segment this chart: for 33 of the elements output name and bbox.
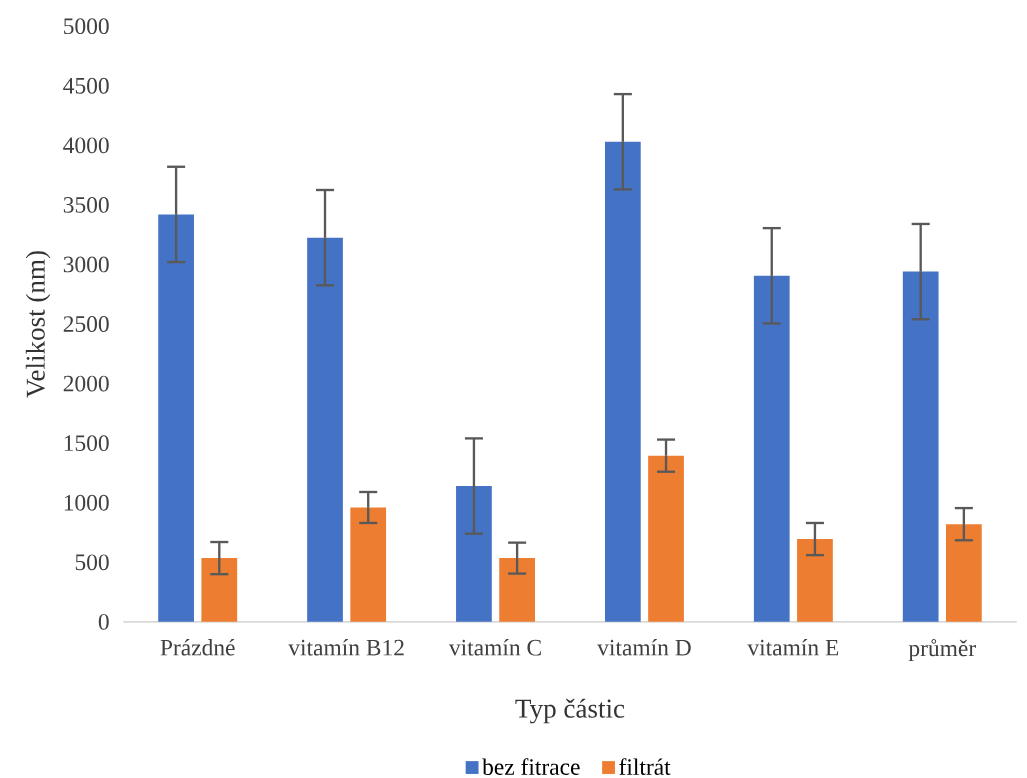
y-tick-label: 4500	[63, 77, 109, 94]
x-tick-label: vitamín D	[597, 639, 691, 656]
y-tick-label: 2500	[63, 316, 109, 332]
y-tick-label: 3000	[63, 256, 109, 273]
y-tick-label: 0	[98, 613, 109, 630]
bar	[648, 455, 684, 622]
bar	[350, 507, 387, 622]
y-axis-title: Velikost (nm)	[25, 251, 51, 398]
y-tick-label: 1000	[64, 494, 109, 511]
legend-label: filtrát	[619, 758, 671, 775]
bar	[307, 237, 343, 622]
x-axis-title: Typ částic	[515, 698, 625, 724]
x-tick-label: vitamín E	[747, 639, 839, 656]
y-tick-label: 5000	[64, 18, 109, 35]
bar	[456, 486, 492, 622]
y-tick-label: 3500	[63, 197, 109, 213]
y-tick-label: 4000	[63, 137, 109, 154]
bar	[604, 141, 641, 622]
x-tick-label: průměr	[908, 639, 976, 662]
bar	[158, 214, 194, 622]
y-tick-label: 2000	[63, 375, 109, 392]
y-tick-label: 500	[75, 554, 109, 571]
bar	[201, 558, 238, 622]
bar	[902, 271, 939, 622]
bar	[945, 524, 982, 622]
bar	[753, 275, 790, 622]
y-tick-label: 1500	[64, 435, 109, 452]
legend-label: bez fitrace	[482, 758, 580, 775]
x-tick-label: vitamín B12	[288, 639, 404, 656]
x-tick-label: vitamín C	[448, 639, 541, 656]
x-tick-label: Prázdné	[160, 639, 235, 656]
bar	[797, 539, 833, 622]
bar	[499, 558, 535, 622]
